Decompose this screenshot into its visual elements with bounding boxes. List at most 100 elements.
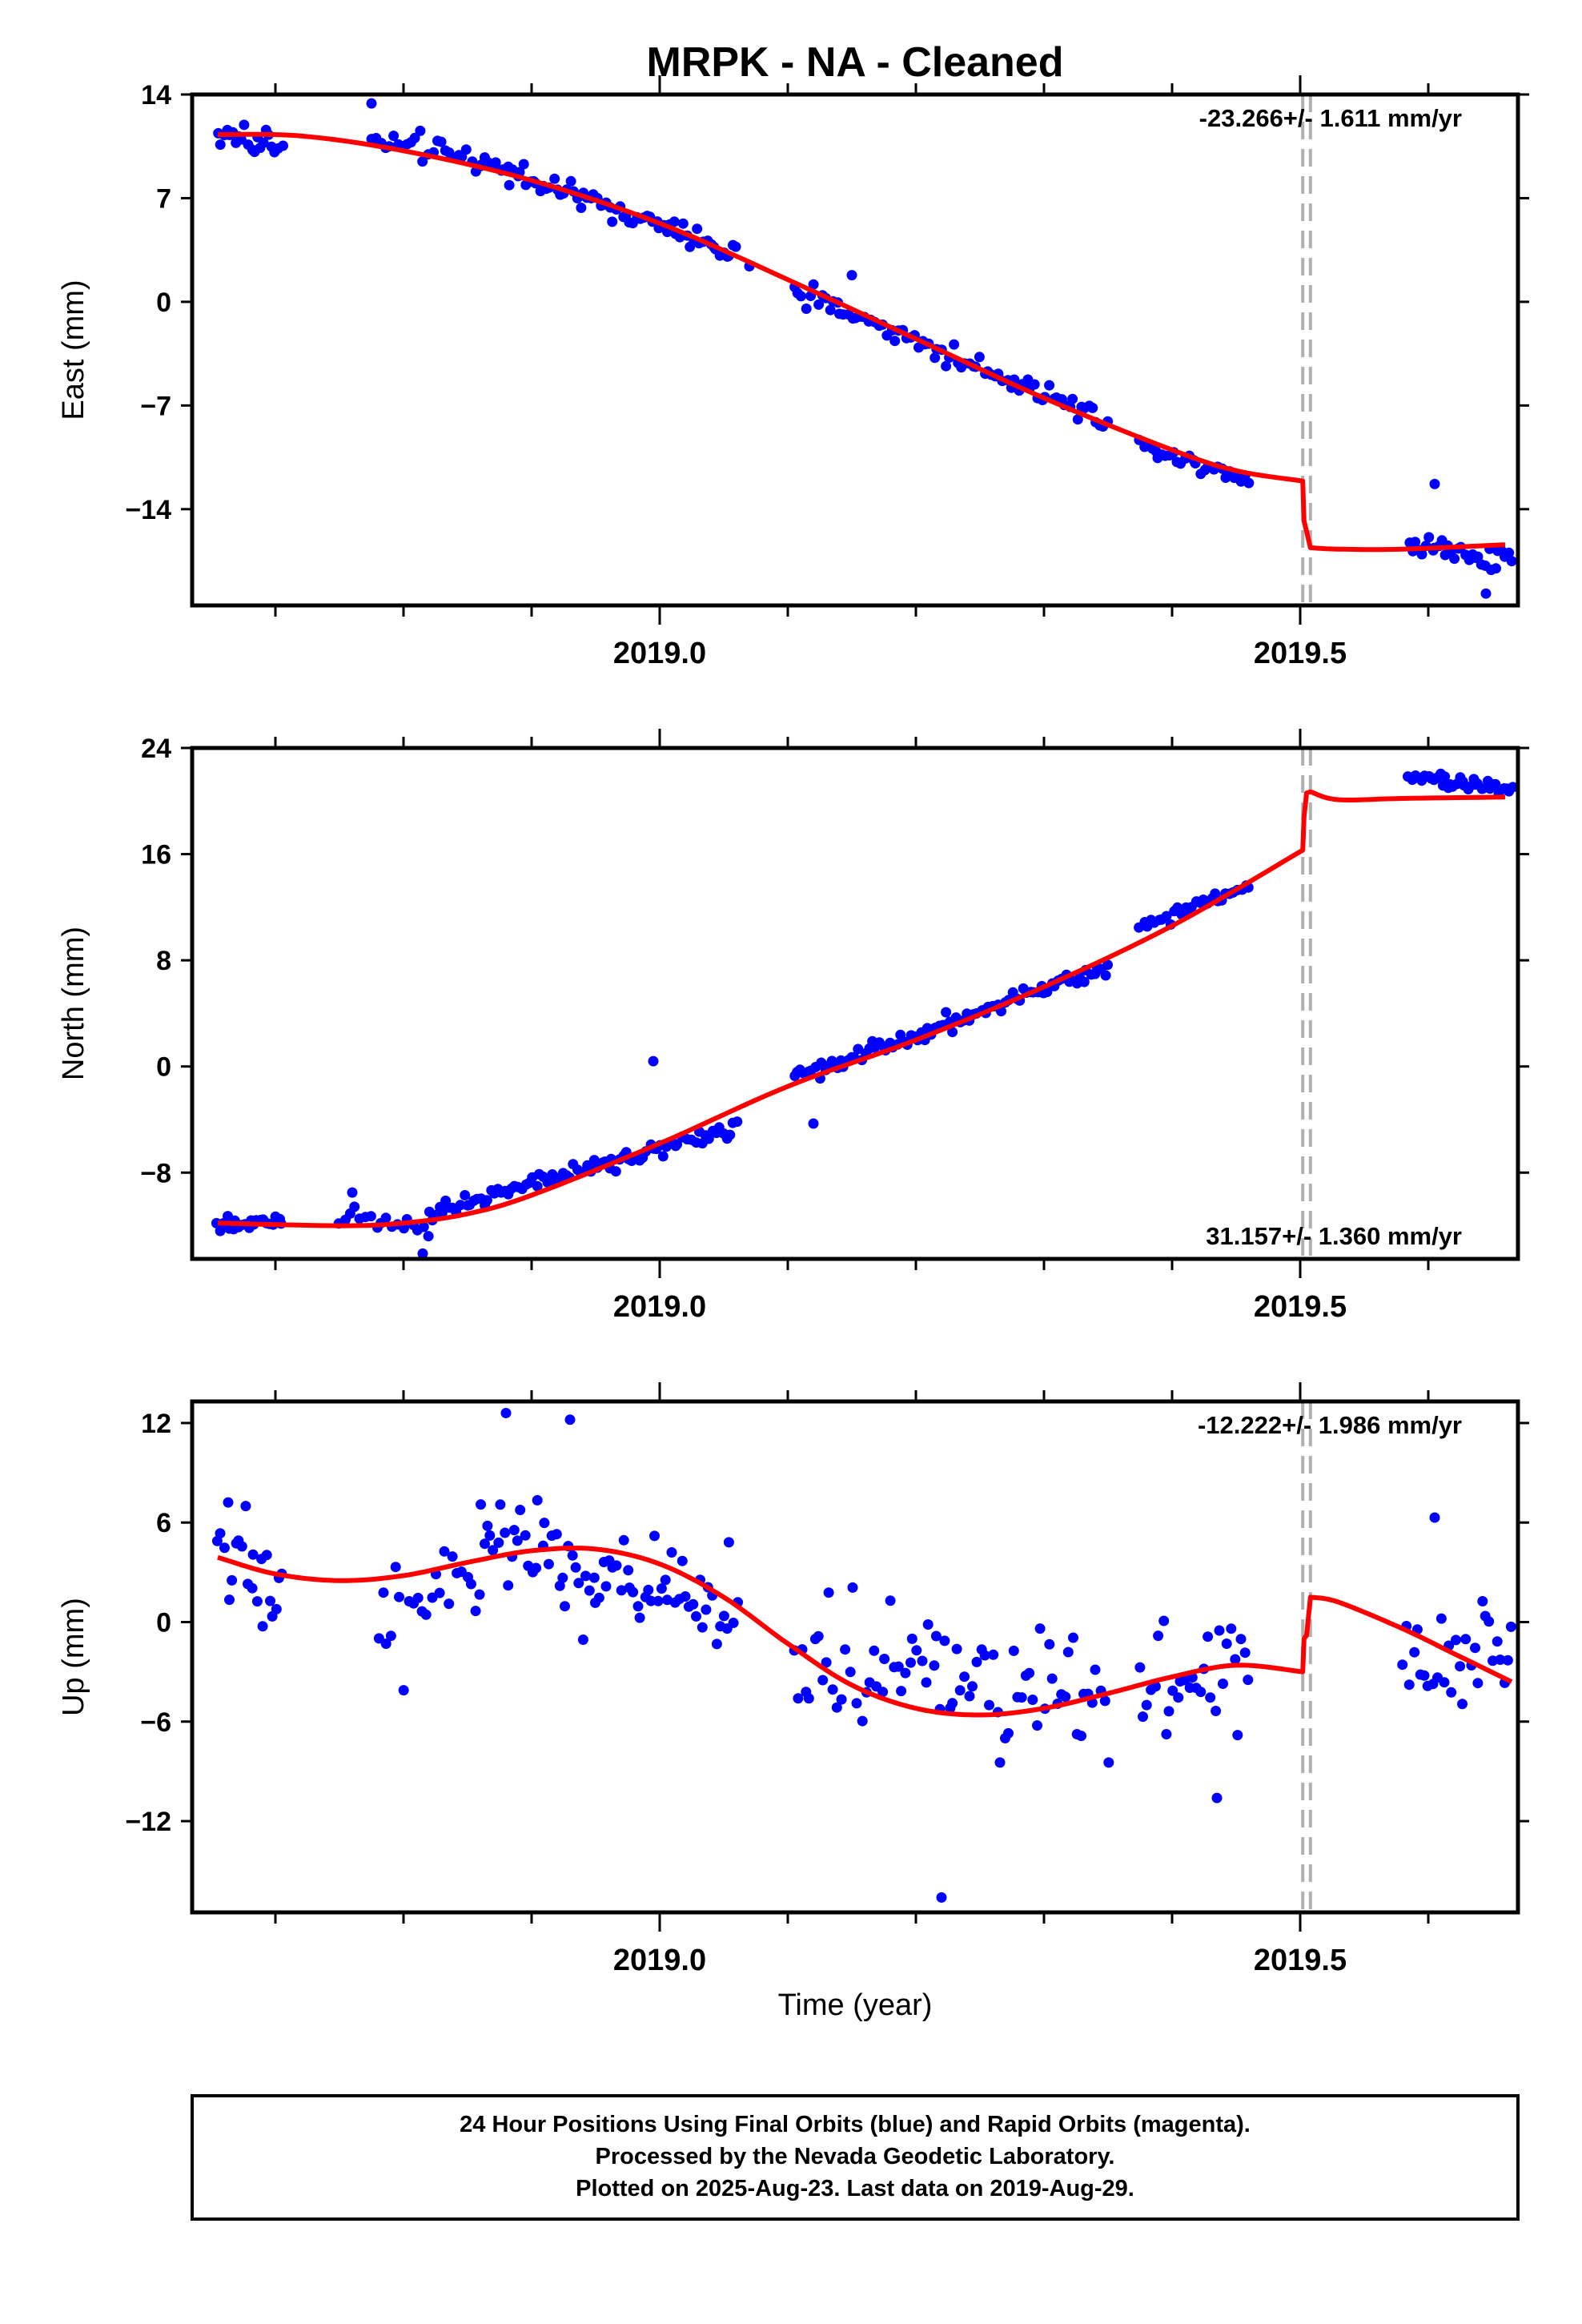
- data-point: [1472, 1678, 1484, 1689]
- data-point: [929, 1660, 940, 1671]
- data-point: [1429, 478, 1440, 489]
- data-point: [271, 1603, 282, 1614]
- data-point: [1024, 1667, 1035, 1679]
- data-point: [444, 1598, 455, 1610]
- data-point: [1504, 547, 1515, 558]
- data-point: [879, 1654, 890, 1664]
- y-tick-label: 12: [141, 1409, 171, 1439]
- data-point: [906, 1633, 917, 1644]
- data-point: [1134, 1662, 1146, 1673]
- data-point: [418, 1221, 429, 1232]
- data-point: [1167, 1685, 1178, 1696]
- data-point: [1472, 551, 1484, 562]
- data-point: [1158, 1615, 1170, 1626]
- data-point: [1446, 1687, 1457, 1698]
- data-point: [219, 1542, 230, 1554]
- data-point: [1195, 1687, 1207, 1698]
- data-point: [1072, 414, 1083, 425]
- data-point: [1068, 1632, 1078, 1643]
- data-point: [921, 1677, 932, 1688]
- y-axis-title: North (mm): [57, 927, 90, 1080]
- data-point: [905, 1657, 916, 1668]
- data-point: [649, 1530, 660, 1542]
- data-point: [488, 1545, 499, 1556]
- x-tick-label: 2019.0: [613, 637, 706, 670]
- data-point: [889, 336, 901, 347]
- data-point: [474, 1589, 485, 1600]
- data-point: [846, 270, 857, 281]
- data-point: [853, 1043, 864, 1055]
- data-point: [680, 1591, 691, 1602]
- data-point: [1508, 782, 1518, 793]
- data-point: [1243, 477, 1255, 489]
- y-tick-label: −7: [140, 391, 171, 421]
- y-tick-label: 8: [156, 946, 171, 976]
- data-point: [460, 1190, 471, 1200]
- data-point: [851, 1698, 862, 1709]
- y-tick-label: −14: [125, 495, 171, 525]
- data-point: [1067, 393, 1078, 404]
- data-point: [648, 1055, 659, 1067]
- data-point: [826, 1055, 837, 1067]
- data-point: [988, 1649, 999, 1660]
- data-point: [215, 139, 226, 151]
- data-point: [813, 1630, 824, 1642]
- data-point: [616, 1585, 627, 1596]
- data-point: [1062, 1647, 1074, 1658]
- y-tick-label: −12: [125, 1807, 171, 1837]
- data-point: [576, 203, 587, 213]
- data-point: [725, 1129, 736, 1140]
- y-tick-label: 24: [141, 734, 171, 764]
- panels: 14 7 0 −7 −14 2019.0 2019.5 East (mm) -23.266+/-…: [57, 75, 1529, 1977]
- data-point: [223, 1497, 234, 1508]
- footer-line-3: Plotted on 2025-Aug-23. Last data on 201…: [576, 2176, 1134, 2201]
- velocity-label: 31.157+/- 1.360 mm/yr: [1206, 1222, 1462, 1250]
- plot-frame: [190, 1399, 1520, 1915]
- x-tick-label: 2019.5: [1254, 1290, 1347, 1324]
- footer-box: 24 Hour Positions Using Final Orbits (bl…: [191, 2094, 1520, 2221]
- data-point: [1044, 1638, 1055, 1650]
- data-point: [399, 1223, 409, 1234]
- data-point: [1153, 1630, 1164, 1642]
- data-point: [1232, 1730, 1243, 1741]
- data-point: [817, 1675, 829, 1686]
- data-point: [584, 1585, 595, 1596]
- data-point: [1451, 1634, 1461, 1646]
- data-point: [971, 1656, 982, 1667]
- data-point: [1078, 976, 1090, 987]
- data-point: [385, 1630, 396, 1642]
- x-tick-label: 2019.5: [1254, 637, 1347, 670]
- data-point: [947, 1698, 958, 1709]
- data-point: [265, 1595, 275, 1606]
- data-point: [593, 1592, 604, 1603]
- data-point: [261, 1550, 272, 1561]
- data-point: [1032, 1720, 1042, 1731]
- data-point: [930, 1630, 942, 1642]
- data-point: [1161, 1729, 1172, 1739]
- data-point: [493, 1537, 504, 1548]
- data-point: [840, 1644, 851, 1655]
- data-point: [954, 1685, 966, 1696]
- data-point: [1211, 1706, 1222, 1716]
- data-point: [423, 1231, 434, 1242]
- data-point: [618, 1534, 629, 1546]
- data-point: [481, 1195, 492, 1206]
- data-point: [1477, 1596, 1488, 1606]
- data-point: [688, 1598, 699, 1610]
- data-point: [1397, 1659, 1408, 1671]
- data-point: [470, 1606, 481, 1617]
- data-point: [1099, 1695, 1110, 1707]
- data-point: [380, 1638, 391, 1649]
- data-point: [813, 299, 825, 310]
- data-point: [1230, 1654, 1241, 1665]
- data-point: [994, 1757, 1006, 1768]
- data-point: [623, 1565, 634, 1576]
- data-point: [532, 1494, 543, 1506]
- data-point: [417, 1248, 428, 1259]
- data-point: [251, 1596, 263, 1607]
- data-point: [398, 1685, 409, 1696]
- data-point: [600, 1581, 612, 1592]
- data-point: [570, 1562, 581, 1573]
- data-point: [365, 1211, 376, 1222]
